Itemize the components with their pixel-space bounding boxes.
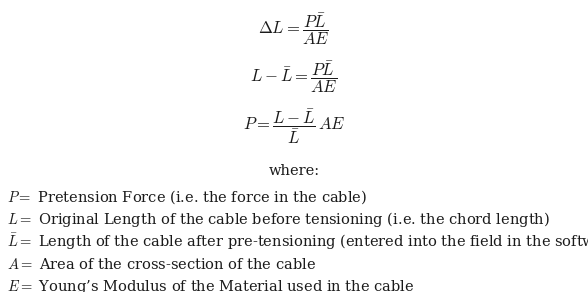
Text: $L - \bar{L} = \dfrac{P\bar{L}}{AE}$: $L - \bar{L} = \dfrac{P\bar{L}}{AE}$ — [250, 60, 338, 95]
Text: $\bar{L} = $ Length of the cable after pre-tensioning (entered into the field in: $\bar{L} = $ Length of the cable after p… — [7, 232, 588, 252]
Text: $A = $ Area of the cross-section of the cable: $A = $ Area of the cross-section of the … — [7, 257, 316, 272]
Text: where:: where: — [269, 164, 319, 178]
Text: $E = $ Young’s Modulus of the Material used in the cable: $E = $ Young’s Modulus of the Material u… — [7, 278, 415, 292]
Text: $\Delta L = \dfrac{P\bar{L}}{AE}$: $\Delta L = \dfrac{P\bar{L}}{AE}$ — [258, 11, 330, 47]
Text: $P = \dfrac{L - \bar{L}}{\bar{L}}\,AE$: $P = \dfrac{L - \bar{L}}{\bar{L}}\,AE$ — [243, 108, 345, 146]
Text: $P = $ Pretension Force (i.e. the force in the cable): $P = $ Pretension Force (i.e. the force … — [7, 188, 368, 206]
Text: $L = $ Original Length of the cable before tensioning (i.e. the chord length): $L = $ Original Length of the cable befo… — [7, 210, 550, 229]
